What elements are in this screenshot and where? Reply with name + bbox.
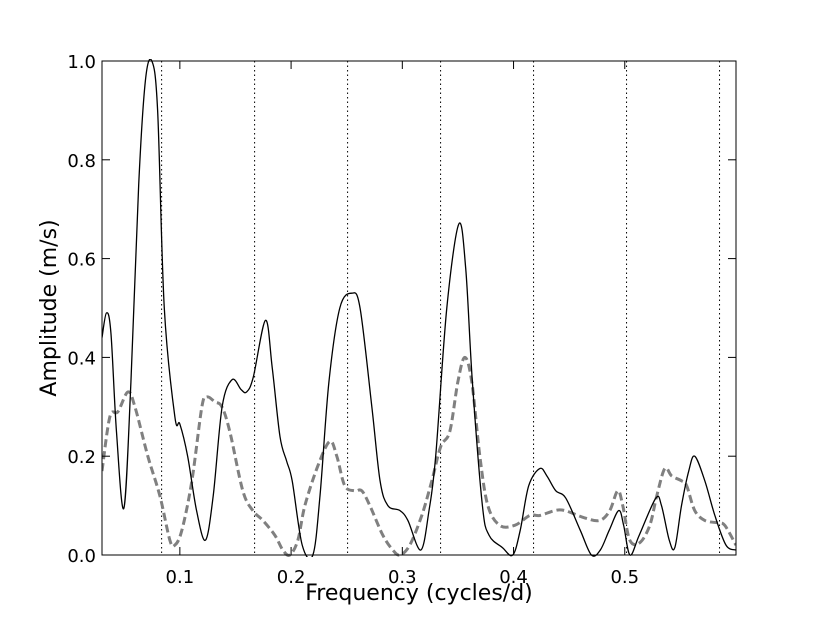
x-tick-label: 0.4 (499, 567, 528, 588)
y-axis-label: Amplitude (m/s) (37, 219, 62, 396)
x-tick-label: 0.3 (388, 567, 417, 588)
y-tick-label: 1.0 (67, 52, 96, 73)
x-tick-label: 0.5 (610, 567, 639, 588)
y-tick-label: 0.8 (67, 151, 96, 172)
x-tick-label: 0.1 (166, 567, 195, 588)
y-tick-label: 0.6 (67, 250, 96, 271)
plot-frame (101, 60, 737, 556)
y-tick-label: 0.4 (67, 348, 96, 369)
x-axis-label: Frequency (cycles/d) (305, 581, 533, 606)
y-tick-label: 0.0 (67, 546, 96, 567)
series-line (102, 59, 736, 557)
series-line (102, 355, 736, 557)
y-tick-label: 0.2 (67, 447, 96, 468)
x-tick-label: 0.2 (277, 567, 306, 588)
